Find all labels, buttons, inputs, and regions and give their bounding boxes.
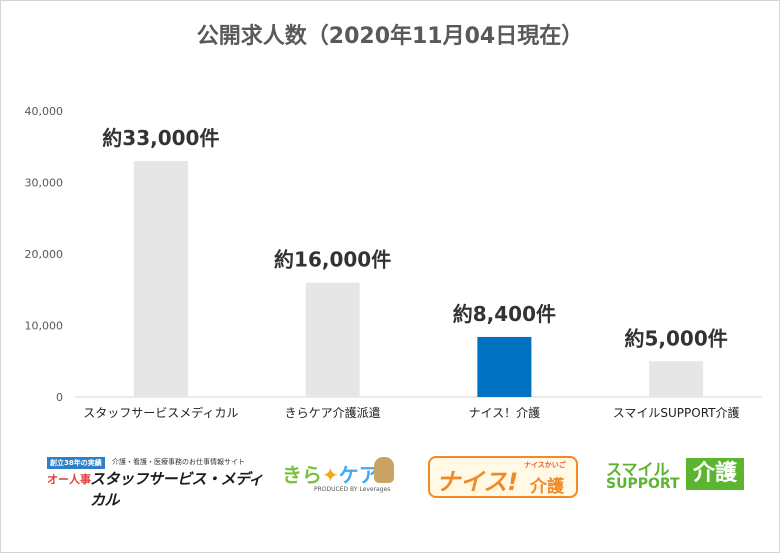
smile-support-kaigo-logo: スマイル SUPPORT 介護 [606,456,746,496]
logo-produced-by: PRODUCED BY Leverages [314,486,391,493]
y-tick-label: 20,000 [25,248,64,261]
y-tick-label: 0 [56,391,63,404]
bear-mascot-icon [374,457,394,483]
logo-line2: SUPPORT [606,476,680,492]
sparkle-icon: ✦ [322,463,339,487]
logo-kaigo-box: 介護 [686,458,744,490]
category-label: きらケア介護派遣 [285,405,381,420]
logo-brand-name: ナイス! [436,468,519,496]
logo-topline: ナイスかいご [524,461,566,469]
bar-1 [133,161,188,397]
y-tick-label: 30,000 [25,177,64,190]
logo-line1: スマイル [606,460,670,479]
data-label: 約16,000件 [274,248,391,272]
bar-3 [477,336,532,397]
logo-tagline: 介護・看護・医療事務のお仕事情報サイト [112,458,245,466]
data-label: 約8,400件 [453,302,556,326]
kira-care-logo: きら✦ケア PRODUCED BY Leverages [282,455,397,495]
y-axis-ticks: 0 10,000 20,000 30,000 40,000 [25,105,64,404]
category-label: ナイス！介護 [469,405,541,420]
logo-brand-suffix: 介護 [530,477,564,497]
bars [133,161,704,397]
staff-service-medical-logo: 創立38年の実績 介護・看護・医療事務のお仕事情報サイト オー人事 スタッフサー… [42,455,267,509]
logo-tag: 創立38年の実績 [47,457,105,469]
logo-sub-brand: オー人事 [47,473,91,486]
bar-4 [649,361,704,397]
data-label: 約33,000件 [102,126,219,150]
chart-title: 公開求人数（2020年11月04日現在） [196,24,584,49]
category-labels: スタッフサービスメディカル きらケア介護派遣 ナイス！介護 スマイルSUPPORT介護 [83,405,739,420]
y-tick-label: 40,000 [25,105,64,118]
nice-kaigo-logo: ナイスかいご ナイス! 介護 [428,456,578,498]
logo-brand-name: スタッフサービス・メディカル [90,470,263,509]
data-label: 約5,000件 [624,326,727,350]
y-tick-label: 10,000 [25,320,64,333]
category-label: スタッフサービスメディカル [83,405,238,420]
category-label: スマイルSUPPORT介護 [613,405,740,420]
logo-brand-name: きら✦ケア [282,463,379,487]
bar-2 [305,282,360,397]
